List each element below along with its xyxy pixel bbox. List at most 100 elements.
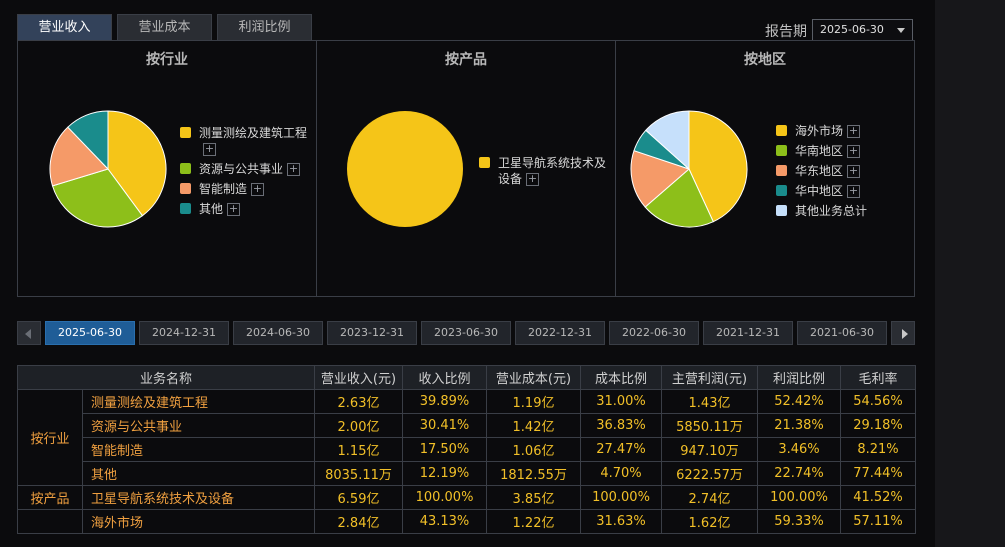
pie-slice[interactable] [67,110,109,171]
legend-item[interactable]: 海外市场 + [776,123,906,139]
table-row[interactable]: 海外市场 2.84亿 43.13% 1.22亿 31.63% 1.62亿 59.33% 57.… [17,509,916,534]
legend-label: 其他 [199,202,224,216]
header-gross-margin: 毛利率 [840,365,916,390]
date-button[interactable]: 2023-06-30 [421,321,511,345]
legend-item[interactable]: 智能制造 + [180,181,310,197]
legend-item[interactable]: 测量测绘及建筑工程 + [180,125,310,157]
expand-plus-icon[interactable]: + [203,142,216,156]
business-name-cell: 海外市场 [82,509,315,534]
date-button[interactable]: 2022-06-30 [609,321,699,345]
next-dates-button[interactable] [891,321,915,345]
legend-item[interactable]: 其他业务总计 [776,203,906,219]
pie-chart [49,110,167,228]
value-cell: 30.41% [402,413,487,438]
pie-chart [630,110,748,228]
expand-plus-icon[interactable]: + [287,162,301,176]
category-cell: 按产品 [17,485,83,510]
panel-by-product: 按产品 卫星导航系统技术及设备 + [317,41,616,296]
value-cell: 1.42亿 [486,413,581,438]
tab-revenue[interactable]: 营业收入 [17,14,112,40]
value-cell: 1.62亿 [661,509,758,534]
date-button[interactable]: 2025-06-30 [45,321,135,345]
period-select[interactable]: 2025-06-30 [812,19,913,41]
pie-slice[interactable] [630,149,690,208]
value-cell: 100.00% [757,485,841,510]
legend-item[interactable]: 卫星导航系统技术及设备 + [479,155,611,187]
value-cell: 1812.55万 [486,461,581,486]
value-cell: 8.21% [840,437,916,462]
pie-slice[interactable] [645,110,690,171]
value-cell: 1.06亿 [486,437,581,462]
pie-slice[interactable] [107,110,167,217]
legend-item[interactable]: 华中地区 + [776,183,906,199]
pie-slice[interactable] [49,126,109,187]
value-cell: 6222.57万 [661,461,758,486]
legend-label: 测量测绘及建筑工程 [199,126,308,140]
legend-label: 资源与公共事业 [199,162,284,176]
legend-swatch [776,165,787,176]
expand-plus-icon[interactable]: + [847,184,861,198]
date-button[interactable]: 2021-06-30 [797,321,887,345]
value-cell: 3.85亿 [486,485,581,510]
value-cell: 2.74亿 [661,485,758,510]
value-cell: 2.00亿 [314,413,403,438]
expand-plus-icon[interactable]: + [847,124,861,138]
value-cell: 100.00% [402,485,487,510]
legend-item[interactable]: 资源与公共事业 + [180,161,310,177]
date-button[interactable]: 2023-12-31 [327,321,417,345]
legend-swatch [776,125,787,136]
value-cell: 8035.11万 [314,461,403,486]
expand-plus-icon[interactable]: + [526,172,540,186]
table-row[interactable]: 资源与公共事业 2.00亿 30.41% 1.42亿 36.83% 5850.11万 21.… [18,413,916,438]
expand-plus-icon[interactable]: + [847,144,861,158]
value-cell: 59.33% [757,509,841,534]
date-button[interactable]: 2021-12-31 [703,321,793,345]
business-name-cell: 测量测绘及建筑工程 [82,389,315,414]
date-button[interactable]: 2024-12-31 [139,321,229,345]
business-name-cell: 资源与公共事业 [82,413,315,438]
business-name-cell: 卫星导航系统技术及设备 [82,485,315,510]
revenue-breakdown-table: 业务名称 营业收入(元) 收入比例 营业成本(元) 成本比例 主营利润(元) 利… [17,365,916,534]
tab-profit-ratio[interactable]: 利润比例 [217,14,312,40]
value-cell: 17.50% [402,437,487,462]
date-button[interactable]: 2022-12-31 [515,321,605,345]
table-row[interactable]: 按行业 测量测绘及建筑工程 2.63亿 39.89% 1.19亿 31.00% 1.43亿 5… [17,389,916,486]
value-cell: 2.84亿 [314,509,403,534]
header-cost-ratio: 成本比例 [580,365,662,390]
expand-plus-icon[interactable]: + [227,202,241,216]
table-row[interactable]: 智能制造 1.15亿 17.50% 1.06亿 27.47% 947.10万 3.46% 8.… [18,437,916,462]
value-cell: 100.00% [580,485,662,510]
legend-swatch [776,185,787,196]
pie-slice[interactable] [644,168,714,228]
header-cost: 营业成本(元) [486,365,581,390]
panel-title: 按地区 [744,52,786,68]
value-cell: 3.46% [757,437,841,462]
legend-item[interactable]: 华东地区 + [776,163,906,179]
legend-label: 华东地区 [795,164,844,178]
legend-item[interactable]: 华南地区 + [776,143,906,159]
prev-dates-button[interactable] [17,321,41,345]
pie-slice[interactable] [51,168,144,228]
business-name-cell: 其他 [82,461,315,486]
legend-swatch [180,203,191,214]
header-profit: 主营利润(元) [661,365,758,390]
date-button[interactable]: 2024-06-30 [233,321,323,345]
pie-slice[interactable] [688,110,748,223]
expand-plus-icon[interactable]: + [847,164,861,178]
value-cell: 5850.11万 [661,413,758,438]
table-row[interactable]: 按产品 卫星导航系统技术及设备 6.59亿 100.00% 3.85亿 100.00% 2.… [17,485,916,510]
pie-slice[interactable] [347,111,463,227]
table-row[interactable]: 其他 8035.11万 12.19% 1812.55万 4.70% 6222.57万 22.… [18,461,916,486]
expand-plus-icon[interactable]: + [251,182,265,196]
value-cell: 1.19亿 [486,389,581,414]
value-cell: 2.63亿 [314,389,403,414]
tab-cost[interactable]: 营业成本 [117,14,212,40]
date-selector: 2025-06-30 2024-12-31 2024-06-30 2023-12-31… [17,321,915,345]
pie-panels: 按行业 测量测绘及建筑工程+ 资源与公共事业 + 智能制造 + 其他 + 按产品 卫星导航系… [17,40,915,297]
value-cell: 27.47% [580,437,662,462]
legend-item[interactable]: 其他 + [180,201,310,217]
value-cell: 1.22亿 [486,509,581,534]
legend-label: 华中地区 [795,184,844,198]
value-cell: 57.11% [840,509,916,534]
chevron-down-icon [897,28,905,33]
